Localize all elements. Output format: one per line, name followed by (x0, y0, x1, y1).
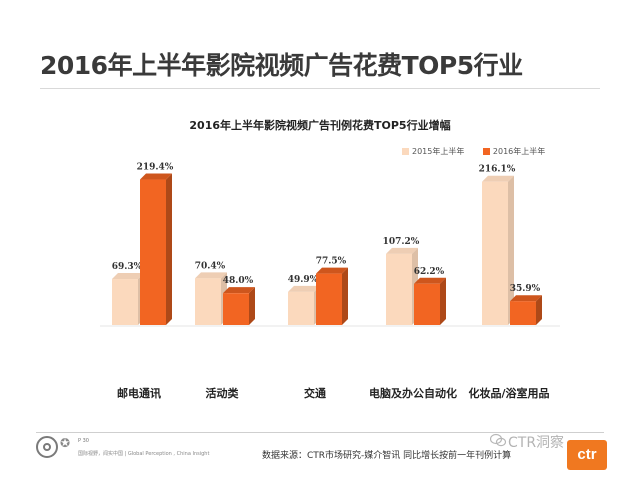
data-label-2015-2: 49.9% (288, 275, 319, 285)
data-label-2016-3: 62.2% (414, 267, 445, 277)
data-label-2016-0: 219.4% (137, 163, 174, 173)
ctr-circle-logo-icon (36, 436, 58, 458)
legend-label-2016: 2016年上半年 (492, 147, 546, 156)
chart-legend: 2015年上半年 2016年上半年 (402, 146, 561, 157)
page-number: P 30 (78, 438, 89, 444)
award-icon: ✪ (60, 436, 71, 450)
chart-title: 2016年上半年影院视频广告刊例花费TOP5行业增幅 (189, 119, 451, 132)
legend-item-2015: 2015年上半年 (402, 146, 464, 157)
legend-label-2015: 2015年上半年 (412, 147, 465, 156)
data-label-2015-0: 69.3% (112, 262, 143, 272)
category-label-0: 邮电通讯 (117, 386, 161, 400)
bar-2015-4 (482, 175, 514, 325)
bar-2015-2 (288, 285, 320, 325)
title-divider (40, 88, 600, 89)
bar-2015-3 (386, 247, 418, 325)
data-label-2015-1: 70.4% (195, 261, 226, 271)
bar-2016-0 (140, 173, 172, 325)
data-source-note: 数据来源：CTR市场研究-媒介智讯 同比增长按前一年刊例计算 (262, 451, 512, 461)
bar-2016-1 (223, 287, 255, 325)
data-label-2016-4: 35.9% (510, 284, 541, 294)
footer-tagline: 国际视野，闻实中国 | Global Perception , China In… (78, 451, 210, 457)
wechat-watermark: CTR洞察 (508, 435, 565, 451)
category-label-1: 活动类 (206, 386, 240, 400)
wechat-icon (490, 433, 506, 447)
data-label-2015-3: 107.2% (383, 237, 420, 247)
footer-divider (36, 432, 604, 433)
category-label-2: 交通 (304, 386, 326, 400)
category-label-4: 化妆品/浴室用品 (468, 386, 549, 400)
category-label-3: 电脑及办公自动化 (369, 386, 457, 400)
bar-2016-4 (510, 295, 542, 325)
data-label-2016-2: 77.5% (316, 257, 347, 267)
page-title: 2016年上半年影院视频广告花费TOP5行业 (40, 51, 523, 80)
legend-item-2016: 2016年上半年 (482, 146, 546, 157)
bar-2015-0 (112, 273, 144, 325)
bar-2016-2 (316, 267, 348, 325)
data-label-2016-1: 48.0% (223, 276, 254, 286)
ctr-logo-badge: ctr (567, 440, 607, 470)
legend-swatch-2016 (482, 148, 490, 155)
data-label-2015-4: 216.1% (479, 165, 516, 175)
legend-swatch-2015 (402, 148, 409, 155)
footer: ✪ P 30 国际视野，闻实中国 | Global Perception , C… (0, 428, 640, 480)
bar-2016-3 (414, 277, 446, 325)
